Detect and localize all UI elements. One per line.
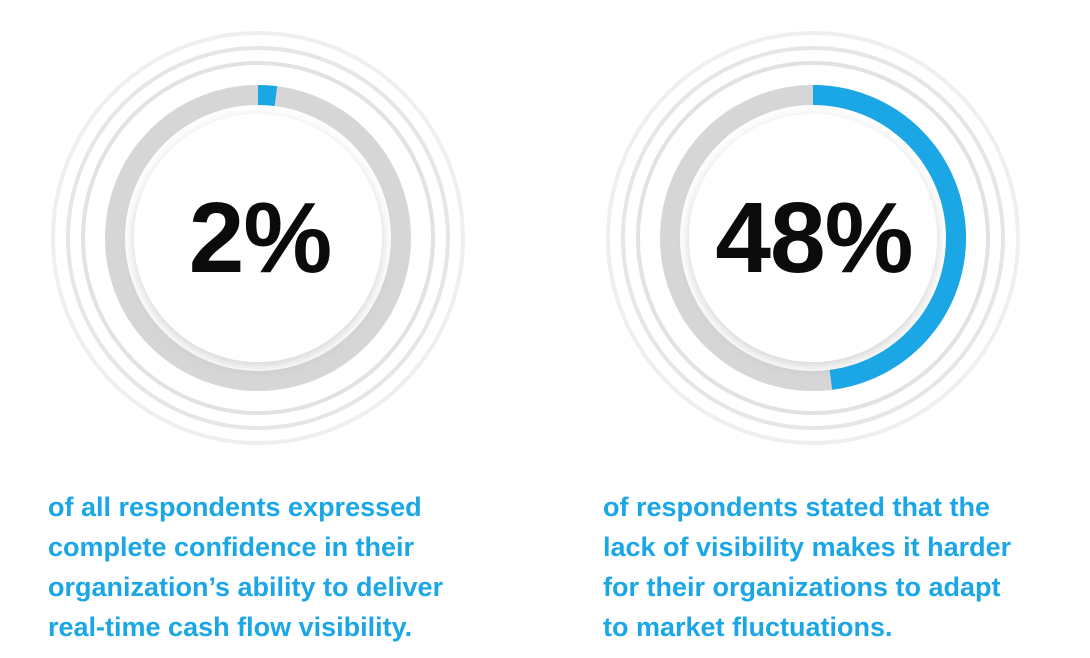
decor-ring-inner xyxy=(81,61,435,415)
stat-card-confidence: 2% of all respondents expressed complete… xyxy=(0,0,520,658)
decor-ring-outer xyxy=(606,31,1020,445)
stat-caption: of respondents stated that the lack of v… xyxy=(603,487,1063,647)
decor-ring-outer xyxy=(51,31,465,445)
caption-line: for their organizations to adapt xyxy=(603,572,1001,602)
stat-card-visibility: 48% of respondents stated that the lack … xyxy=(555,0,1075,658)
decor-ring-inner xyxy=(636,61,990,415)
caption-line: lack of visibility makes it harder xyxy=(603,532,1012,562)
percent-value: 2% xyxy=(188,182,333,294)
inner-disc xyxy=(689,114,937,362)
percent-value: 48% xyxy=(715,182,913,294)
caption-line: of all respondents expressed xyxy=(48,492,422,522)
gauge-value-arc xyxy=(812,85,966,390)
inner-disc xyxy=(134,114,382,362)
caption-line: to market fluctuations. xyxy=(603,612,893,642)
stat-caption: of all respondents expressed complete co… xyxy=(48,487,508,647)
decor-ring-mid xyxy=(621,46,1005,430)
caption-line: complete confidence in their xyxy=(48,532,415,562)
gauge-chart xyxy=(606,31,1020,445)
decor-ring-mid xyxy=(66,46,450,430)
gauge-chart xyxy=(51,31,465,445)
caption-line: real-time cash flow visibility. xyxy=(48,612,413,642)
caption-line: of respondents stated that the xyxy=(603,492,991,522)
caption-line: organization’s ability to deliver xyxy=(48,572,444,602)
gauge-value-arc xyxy=(257,85,278,107)
